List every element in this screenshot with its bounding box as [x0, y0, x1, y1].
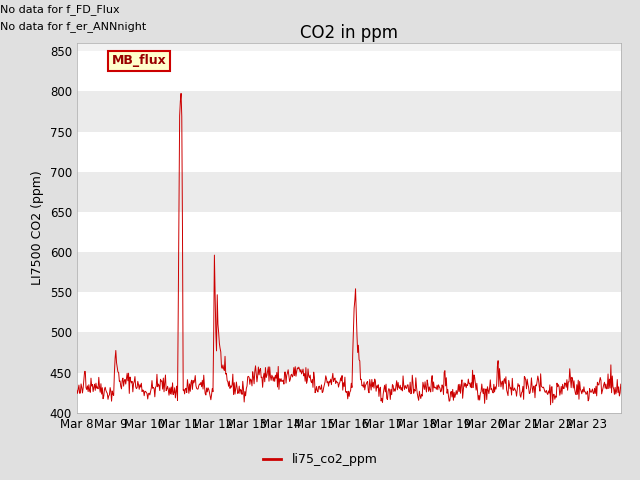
Bar	[77, 172, 621, 212]
Bar	[77, 372, 621, 413]
Bar	[77, 132, 621, 172]
Text: MB_flux: MB_flux	[112, 54, 167, 67]
Bar	[77, 252, 621, 292]
Bar	[77, 292, 621, 333]
Bar	[77, 91, 621, 132]
Bar	[77, 333, 621, 372]
Title: CO2 in ppm: CO2 in ppm	[300, 24, 398, 42]
Legend: li75_co2_ppm: li75_co2_ppm	[258, 448, 382, 471]
Text: No data for f_FD_Flux: No data for f_FD_Flux	[1, 4, 120, 15]
Bar	[77, 212, 621, 252]
Y-axis label: LI7500 CO2 (ppm): LI7500 CO2 (ppm)	[31, 170, 44, 286]
Bar	[77, 51, 621, 91]
Text: No data for f_er_ANNnight: No data for f_er_ANNnight	[1, 21, 147, 32]
